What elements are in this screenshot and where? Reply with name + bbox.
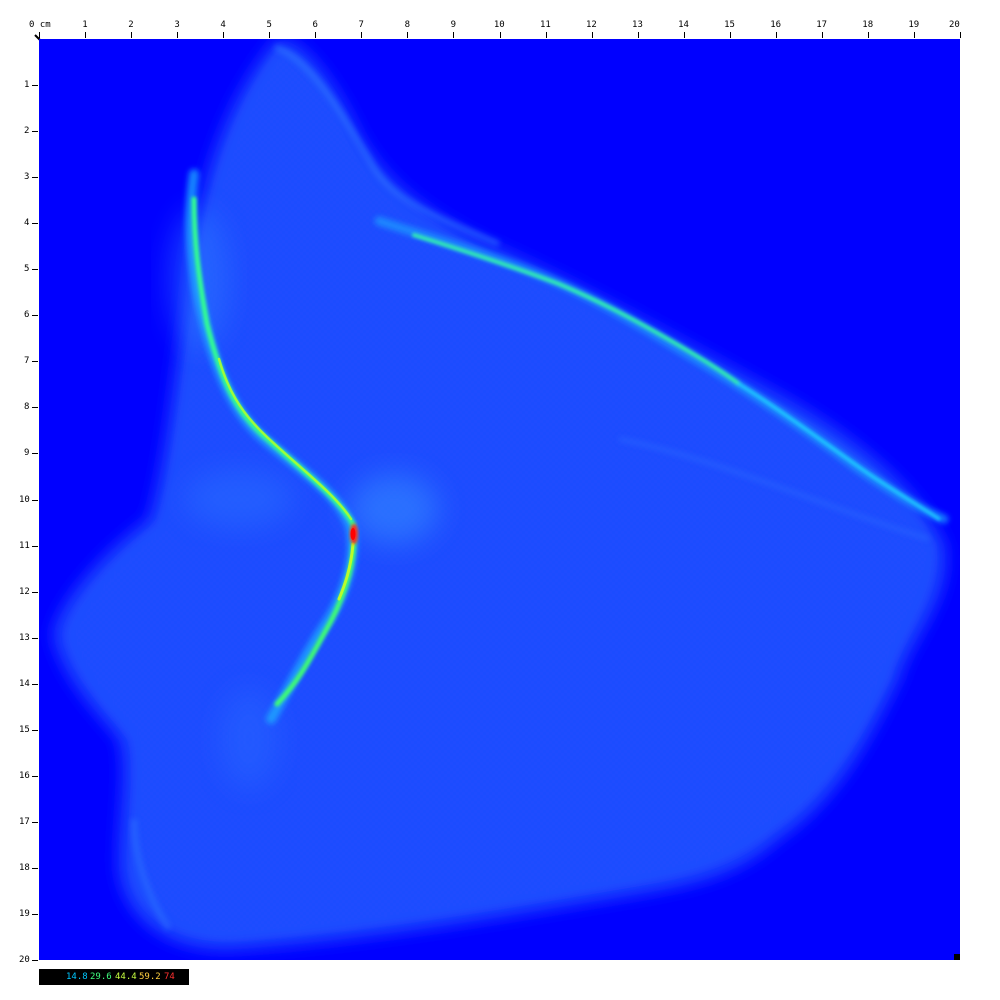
left-ruler-tick xyxy=(32,269,38,270)
top-ruler-label: 2 xyxy=(128,20,134,30)
top-ruler-label: 4 xyxy=(220,20,226,30)
top-ruler-label: 1 xyxy=(82,20,88,30)
left-ruler-tick xyxy=(32,960,38,961)
legend-value-5: 74 xyxy=(164,972,175,982)
left-ruler-label: 4 xyxy=(24,218,30,229)
legend-value-3: 44.4 xyxy=(115,972,137,982)
left-ruler-label: 2 xyxy=(24,126,30,137)
left-ruler-tick xyxy=(32,868,38,869)
top-ruler-label: 6 xyxy=(312,20,318,30)
top-ruler-label: 7 xyxy=(358,20,364,30)
top-ruler-label: 20 xyxy=(949,20,960,30)
top-ruler-tick xyxy=(776,32,777,38)
top-ruler-label: 8 xyxy=(404,20,411,30)
legend-value-2: 29.6 xyxy=(90,972,112,982)
left-ruler-label: 18 xyxy=(19,862,30,873)
top-ruler-tick xyxy=(592,32,593,38)
top-ruler-label: 11 xyxy=(539,20,551,30)
left-ruler-label: 20 xyxy=(19,955,30,965)
left-ruler-tick xyxy=(32,85,38,86)
left-ruler-tick xyxy=(32,315,38,316)
left-ruler-tick xyxy=(32,638,38,639)
color-scale-legend: 14.8 29.6 44.4 59.2 74 xyxy=(39,969,189,985)
left-ruler-label: 13 xyxy=(19,632,30,643)
top-ruler-tick xyxy=(39,32,40,38)
top-ruler-label: 5 xyxy=(266,20,272,30)
left-ruler-tick xyxy=(32,131,38,132)
top-ruler-tick xyxy=(638,32,639,38)
left-ruler-tick xyxy=(32,177,38,178)
legend-value-1: 14.8 xyxy=(66,972,88,982)
left-ruler-tick xyxy=(32,914,38,915)
left-ruler-label: 3 xyxy=(24,172,30,183)
left-ruler-label: 19 xyxy=(19,908,30,919)
top-ruler-label: 9 xyxy=(450,20,457,30)
top-ruler-tick xyxy=(177,32,178,38)
left-ruler-label: 5 xyxy=(24,264,30,275)
top-ruler-tick xyxy=(546,32,547,38)
top-ruler-tick xyxy=(822,32,823,38)
left-ruler-label: 14 xyxy=(19,678,30,689)
top-ruler-tick xyxy=(730,32,731,38)
bottom-right-corner-mark xyxy=(954,954,960,960)
top-ruler-tick xyxy=(315,32,316,38)
left-ruler-tick xyxy=(32,223,38,224)
density-texture xyxy=(66,49,935,940)
top-ruler-label: 12 xyxy=(586,20,597,30)
left-ruler-label: 16 xyxy=(19,770,30,781)
left-ruler-tick xyxy=(32,546,38,547)
left-ruler-tick xyxy=(32,776,38,777)
left-ruler-tick xyxy=(32,361,38,362)
top-ruler-label: 13 xyxy=(632,20,643,30)
left-ruler-label: 7 xyxy=(24,356,30,367)
top-ruler-label: 15 xyxy=(724,20,735,30)
top-ruler-tick xyxy=(684,32,685,38)
top-ruler-label: 3 xyxy=(174,20,180,30)
left-ruler-tick xyxy=(32,500,38,501)
top-ruler-label: 17 xyxy=(816,20,828,30)
left-ruler-label: 6 xyxy=(24,310,30,321)
left-ruler-tick xyxy=(32,822,38,823)
left-ruler-label: 17 xyxy=(19,816,30,827)
legend-value-4: 59.2 xyxy=(139,972,161,982)
left-ruler-tick xyxy=(32,592,38,593)
top-ruler-tick xyxy=(407,32,408,38)
left-ruler-label: 9 xyxy=(24,448,30,459)
left-ruler-label: 1 xyxy=(24,80,30,91)
top-ruler-label: 16 xyxy=(770,20,782,30)
heatmap-image xyxy=(53,39,949,950)
top-ruler-label: 0 cm xyxy=(29,20,51,30)
top-ruler-tick xyxy=(223,32,224,38)
top-ruler-tick xyxy=(960,32,961,38)
left-ruler-label: 10 xyxy=(19,494,30,505)
left-ruler-tick xyxy=(32,730,38,731)
top-ruler-tick xyxy=(131,32,132,38)
top-ruler-tick xyxy=(868,32,869,38)
left-ruler-label: 11 xyxy=(19,540,30,551)
left-ruler-label: 12 xyxy=(19,586,30,597)
top-ruler-tick xyxy=(453,32,454,38)
top-ruler-tick xyxy=(85,32,86,38)
top-ruler-label: 19 xyxy=(908,20,920,30)
top-ruler-tick xyxy=(361,32,362,38)
left-ruler-label: 15 xyxy=(19,724,30,735)
left-ruler-tick xyxy=(32,684,38,685)
heatmap-plot-area[interactable] xyxy=(39,39,960,960)
top-ruler-tick xyxy=(500,32,501,38)
left-ruler-label: 8 xyxy=(24,402,30,413)
top-ruler-tick xyxy=(269,32,270,38)
top-ruler-tick xyxy=(914,32,915,38)
top-ruler-label: 18 xyxy=(862,20,874,30)
top-ruler-label: 14 xyxy=(678,20,689,30)
top-ruler-label: 10 xyxy=(493,20,505,30)
left-ruler-tick xyxy=(32,407,38,408)
left-ruler-tick xyxy=(32,453,38,454)
